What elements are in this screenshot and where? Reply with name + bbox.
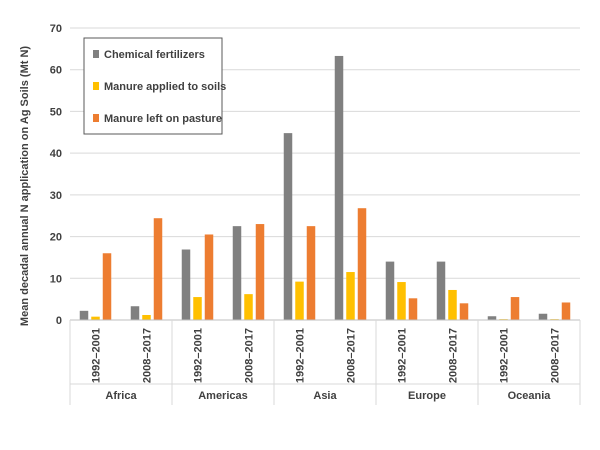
y-tick-label: 50 xyxy=(50,106,62,118)
bar xyxy=(193,297,202,320)
group-label: Asia xyxy=(313,390,337,402)
x-tick-label: 2008–2017 xyxy=(448,328,460,383)
bar xyxy=(102,253,112,320)
legend-swatch xyxy=(93,82,99,90)
x-tick-label: 1992–2001 xyxy=(91,328,103,383)
x-tick-label: 1992–2001 xyxy=(295,328,307,383)
bar xyxy=(232,226,242,320)
bar xyxy=(79,310,89,320)
group-label: Europe xyxy=(408,390,446,402)
bar xyxy=(181,249,191,320)
legend: Chemical fertilizers Manure applied to so… xyxy=(83,37,226,135)
bar xyxy=(561,302,571,320)
bars xyxy=(79,55,571,320)
legend-label: Chemical fertilizers xyxy=(104,49,205,61)
bar xyxy=(459,303,469,320)
group-label: Oceania xyxy=(508,390,552,402)
y-tick-label: 20 xyxy=(50,232,62,244)
y-tick-label: 30 xyxy=(50,190,62,202)
legend-label: Manure left on pasture xyxy=(104,113,222,125)
y-tick-label: 40 xyxy=(50,148,62,160)
x-tick-label: 2008–2017 xyxy=(142,328,154,383)
x-tick-label: 1992–2001 xyxy=(193,328,205,383)
bar xyxy=(385,261,395,320)
legend-swatch xyxy=(93,50,99,58)
bar xyxy=(306,226,316,320)
x-tick-label: 1992–2001 xyxy=(499,328,511,383)
bar xyxy=(283,133,293,320)
group-label: Africa xyxy=(105,390,137,402)
bar xyxy=(487,316,497,320)
bar xyxy=(346,272,355,320)
axes: 0 10 20 30 40 50 60 70 1992–2001 2008–2017 1992–20… xyxy=(50,23,581,405)
bar xyxy=(408,298,418,320)
bar xyxy=(130,306,140,320)
bar xyxy=(153,218,163,320)
bar xyxy=(538,313,548,320)
legend-swatch xyxy=(93,114,99,122)
x-tick-label: 1992–2001 xyxy=(397,328,409,383)
bar xyxy=(436,261,446,320)
bar xyxy=(142,314,151,320)
legend-box xyxy=(83,37,223,135)
bar xyxy=(295,281,304,320)
bar xyxy=(244,294,253,320)
bar xyxy=(397,282,406,320)
bar xyxy=(357,208,367,320)
bar xyxy=(204,234,214,320)
y-axis-label: Mean decadal annual N application on Ag … xyxy=(19,46,31,326)
y-tick-label: 0 xyxy=(56,315,62,327)
legend-label: Manure applied to soils xyxy=(104,81,226,93)
bar xyxy=(448,289,457,320)
x-tick-label: 2008–2017 xyxy=(346,328,358,383)
y-tick-label: 10 xyxy=(50,273,62,285)
y-tick-label: 60 xyxy=(50,65,62,77)
bar xyxy=(91,316,100,320)
bar xyxy=(510,297,520,320)
y-tick-label: 70 xyxy=(50,23,62,35)
x-tick-label: 2008–2017 xyxy=(550,328,562,383)
x-tick-label: 2008–2017 xyxy=(244,328,256,383)
group-label: Americas xyxy=(198,390,248,402)
bar xyxy=(255,224,265,320)
bar xyxy=(334,55,344,320)
